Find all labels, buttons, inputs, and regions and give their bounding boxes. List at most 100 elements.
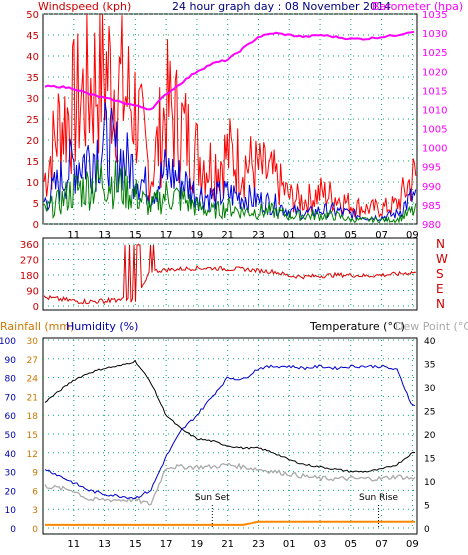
- wind-x-tick-label: 23: [252, 230, 265, 241]
- barometer-tick-label: 995: [422, 163, 441, 174]
- barometer-axis-title: Barometer (hpa): [372, 0, 463, 13]
- rainfall-tick-label: 18: [27, 412, 39, 422]
- windspeed-average-line: [43, 102, 417, 222]
- temperature-tick-label: 35: [424, 361, 435, 371]
- barometer-tick-label: 985: [422, 201, 441, 212]
- windspeed-axis: 0 5 10 15 20 25 30 35 40 45 50: [26, 10, 39, 231]
- temperature-tick-label: 20: [424, 431, 436, 441]
- windspeed-tick-label: 15: [26, 157, 39, 168]
- direction-panel-frame: [42, 237, 418, 311]
- wind-x-tick-label: 17: [160, 230, 173, 241]
- climate-x-tick-label: 07: [375, 539, 388, 550]
- temperature-axis-title: Temperature (°C): [309, 320, 405, 333]
- climate-x-tick-label: 23: [252, 539, 265, 550]
- climate-x-tick-label: 15: [129, 539, 142, 550]
- windspeed-average-line-2: [43, 159, 417, 224]
- rainfall-tick-label: 30: [27, 337, 39, 347]
- windspeed-tick-label: 35: [26, 73, 39, 84]
- humidity-line: [44, 364, 416, 500]
- direction-tick-label: 0: [33, 302, 39, 313]
- rainfall-line: [45, 520, 415, 526]
- wind-x-tick-label: 21: [221, 230, 234, 241]
- windspeed-tick-label: 5: [33, 199, 39, 210]
- compass-label: W: [436, 252, 448, 266]
- dewpoint-axis-title: Dew Point (°C): [395, 320, 468, 333]
- humidity-tick-label: 90: [5, 356, 17, 366]
- temperature-tick-label: 5: [424, 502, 430, 512]
- rainfall-tick-label: 21: [27, 393, 38, 403]
- wind-x-tick-label: 15: [129, 230, 142, 241]
- rainfall-tick-label: 9: [32, 469, 38, 479]
- sunset-label: Sun Set: [195, 493, 230, 503]
- direction-axis: 0 90 180 270 360: [20, 240, 39, 313]
- humidity-tick-label: 100: [0, 337, 16, 347]
- barometer-tick-label: 1020: [422, 67, 447, 78]
- climate-x-tick-label: 13: [98, 539, 111, 550]
- climate-x-tick-label: 09: [406, 539, 419, 550]
- humidity-tick-label: 50: [5, 431, 17, 441]
- sunrise-label: Sun Rise: [359, 493, 398, 503]
- dewpoint-line: [44, 462, 416, 506]
- humidity-axis-title: Humidity (%): [66, 320, 138, 333]
- barometer-axis: 980 985 990 995 1000 1005 1010 1015 1020 1025 1030…: [422, 10, 447, 231]
- climate-x-axis: 11 13 15 17 19 21 23 01 03 05 07 09: [67, 539, 418, 550]
- temperature-tick-label: 15: [424, 455, 435, 465]
- wind-x-tick-label: 07: [375, 230, 388, 241]
- windspeed-tick-label: 20: [26, 136, 39, 147]
- humidity-tick-label: 80: [5, 375, 17, 385]
- humidity-tick-label: 20: [5, 487, 17, 497]
- climate-x-tick-label: 11: [67, 539, 80, 550]
- rainfall-axis: 0 3 6 9 12 15 18 21 24 27 30: [27, 337, 39, 535]
- windspeed-gust-line: [43, 13, 417, 218]
- temperature-axis: 0 5 10 15 20 25 30 35 40: [424, 337, 436, 535]
- humidity-tick-label: 0: [10, 525, 16, 535]
- humidity-tick-label: 10: [5, 506, 17, 516]
- climate-x-tick-label: 21: [221, 539, 234, 550]
- barometer-tick-label: 1035: [422, 10, 447, 21]
- rainfall-tick-label: 15: [27, 431, 38, 441]
- humidity-axis: 0 10 20 30 40 50 60 70 80 90 100: [0, 337, 16, 535]
- rainfall-tick-label: 6: [32, 487, 38, 497]
- temperature-tick-label: 0: [424, 525, 430, 535]
- humidity-tick-label: 60: [5, 412, 17, 422]
- wind-x-tick-label: 03: [314, 230, 327, 241]
- compass-label: N: [436, 297, 445, 311]
- barometer-tick-label: 1010: [422, 105, 447, 116]
- climate-x-tick-label: 17: [160, 539, 173, 550]
- humidity-tick-label: 40: [5, 450, 17, 460]
- barometer-tick-label: 1030: [422, 29, 447, 40]
- humidity-tick-label: 30: [5, 469, 17, 479]
- windspeed-tick-label: 45: [26, 31, 39, 42]
- barometer-tick-label: 990: [422, 182, 441, 193]
- wind-direction-line: [43, 244, 417, 305]
- wind-series-group: [43, 13, 417, 224]
- compass-label: N: [436, 237, 445, 251]
- rainfall-tick-label: 0: [32, 525, 38, 535]
- rainfall-tick-label: 12: [27, 450, 38, 460]
- windspeed-tick-label: 0: [33, 220, 39, 231]
- wind-x-tick-label: 01: [283, 230, 296, 241]
- direction-series-group: [43, 244, 417, 305]
- compass-label: E: [436, 282, 444, 296]
- climate-x-tick-label: 19: [191, 539, 204, 550]
- temperature-line: [44, 359, 416, 473]
- wind-x-tick-label: 13: [98, 230, 111, 241]
- chart-title: 24 hour graph day : 08 November 2014: [172, 0, 391, 13]
- temperature-tick-label: 30: [424, 384, 436, 394]
- barometer-tick-label: 1005: [422, 125, 447, 136]
- direction-gridlines: [43, 243, 417, 307]
- direction-tick-label: 90: [26, 287, 39, 298]
- temperature-tick-label: 40: [424, 337, 436, 347]
- wind-x-tick-label: 09: [406, 230, 419, 241]
- direction-tick-label: 360: [20, 240, 39, 251]
- wind-x-axis: 11 13 15 17 19 21 23 01 03 05 07 09: [67, 230, 418, 241]
- windspeed-tick-label: 25: [26, 115, 39, 126]
- climate-panel-frame: [42, 337, 418, 535]
- humidity-tick-label: 70: [5, 393, 17, 403]
- rainfall-tick-label: 3: [32, 506, 38, 516]
- climate-x-tick-label: 03: [314, 539, 327, 550]
- rainfall-tick-label: 27: [27, 356, 38, 366]
- barometer-tick-label: 1015: [422, 86, 447, 97]
- climate-x-tick-label: 05: [344, 539, 357, 550]
